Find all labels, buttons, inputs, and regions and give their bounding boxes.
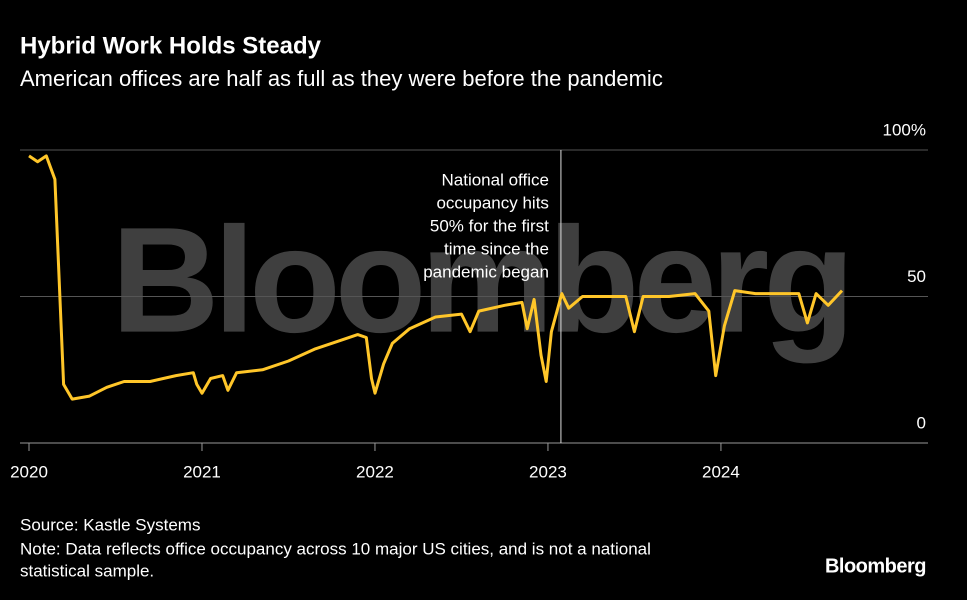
chart-subtitle: American offices are half as full as the… (20, 66, 663, 91)
x-tick-label: 2022 (356, 462, 394, 481)
x-tick-label: 2020 (10, 462, 48, 481)
x-tick-label: 2024 (702, 462, 740, 481)
annotation-text: time since the (444, 239, 549, 258)
annotation-text: National office (442, 170, 549, 189)
note: Note: Data reflects office occupancy acr… (20, 539, 651, 558)
x-tick-label: 2021 (183, 462, 221, 481)
y-tick-label: 50 (907, 267, 926, 286)
annotation-text: pandemic began (423, 262, 549, 281)
logo: Bloomberg (825, 555, 926, 577)
annotation-text: occupancy hits (436, 193, 548, 212)
data-line (28, 154, 844, 401)
y-tick-label: 0 (917, 413, 926, 432)
chart-title: Hybrid Work Holds Steady (20, 32, 322, 59)
annotation-text: 50% for the first (430, 216, 549, 235)
source: Source: Kastle Systems (20, 515, 200, 534)
note: statistical sample. (20, 561, 154, 580)
y-tick-label: 100% (883, 120, 926, 139)
x-tick-label: 2023 (529, 462, 567, 481)
watermark: Bloomberg (111, 196, 849, 364)
